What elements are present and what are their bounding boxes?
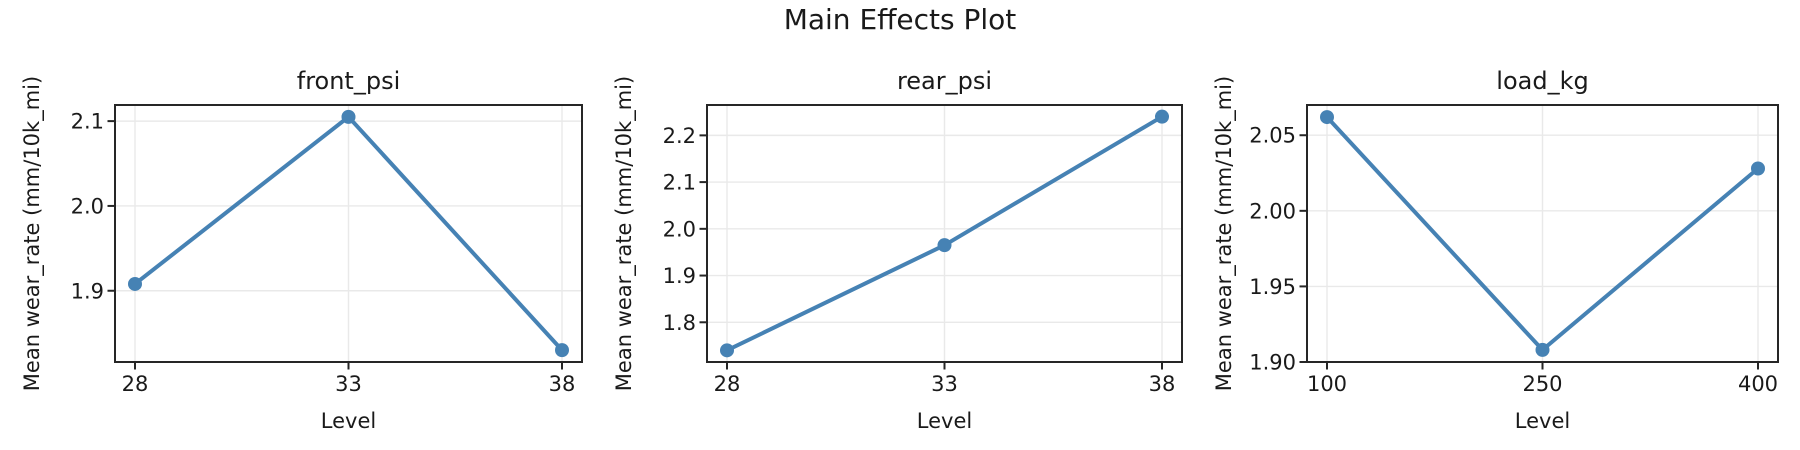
x-axis-label: Level (1515, 409, 1570, 433)
data-point (720, 343, 734, 358)
axes-spine (1306, 104, 1779, 363)
y-tick-label: 1.90 (1249, 351, 1296, 375)
x-axis-label: Level (917, 409, 972, 433)
y-tick-label: 2.2 (663, 124, 696, 148)
x-tick-label: 38 (549, 372, 576, 396)
subplot-load_kg: 100 250 400 1.90 1.95 2.00 2.05 load_kg Level Mea… (1212, 67, 1779, 433)
y-tick-label: 2.0 (663, 217, 696, 241)
axes-spine (706, 104, 1183, 363)
data-point (128, 276, 142, 291)
x-tick-label: 400 (1738, 372, 1778, 396)
data-point (937, 238, 952, 253)
y-axis-label: Mean wear_rate (mm/10k_mi) (612, 76, 637, 391)
y-tick-label: 1.9 (71, 279, 104, 303)
y-tick-label: 2.1 (71, 110, 104, 134)
y-tick-label: 2.0 (71, 194, 104, 218)
axes-title: front_psi (297, 67, 401, 95)
y-axis-label: Mean wear_rate (mm/10k_mi) (20, 76, 45, 391)
subplot-rear_psi: 28 33 38 1.8 1.9 2.0 2.1 2.2 rear_psi Level Mean w… (612, 67, 1183, 433)
y-axis-label: Mean wear_rate (mm/10k_mi) (1212, 76, 1237, 391)
x-tick-label: 33 (931, 372, 958, 396)
y-tick-label: 1.9 (663, 264, 696, 288)
y-tick-label: 2.05 (1249, 124, 1296, 148)
data-point (341, 109, 356, 124)
x-tick-label: 28 (122, 372, 149, 396)
data-point (1155, 109, 1169, 124)
figure-title: Main Effects Plot (783, 3, 1017, 36)
y-tick-label: 2.00 (1249, 199, 1296, 223)
x-tick-label: 100 (1307, 372, 1347, 396)
axes-spine (114, 104, 583, 363)
x-tick-label: 250 (1522, 372, 1562, 396)
data-point (555, 343, 569, 358)
y-tick-label: 1.95 (1249, 275, 1296, 299)
data-point (1320, 110, 1334, 125)
data-point (1535, 342, 1550, 357)
x-tick-label: 33 (335, 372, 362, 396)
axes-title: rear_psi (897, 67, 992, 95)
x-axis-label: Level (321, 409, 376, 433)
y-tick-label: 2.1 (663, 171, 696, 195)
subplot-front_psi: 28 33 38 1.9 2.0 2.1 front_psi Level Mean wear_r… (20, 67, 583, 433)
data-point (1751, 161, 1765, 176)
axes-title: load_kg (1496, 67, 1588, 95)
x-tick-label: 28 (714, 372, 741, 396)
x-tick-label: 38 (1149, 372, 1176, 396)
y-tick-label: 1.8 (663, 311, 696, 335)
